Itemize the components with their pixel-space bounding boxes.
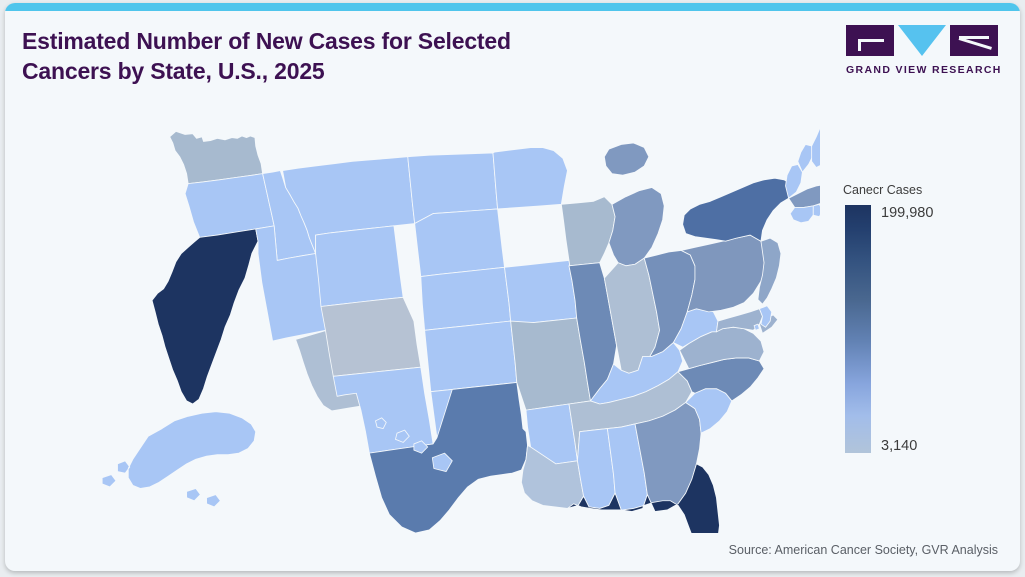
state-WY xyxy=(315,225,404,307)
state-CO xyxy=(320,296,422,377)
state-FL xyxy=(567,463,720,533)
legend-gradient-bar xyxy=(845,205,871,453)
chart-card: Estimated Number of New Cases for Select… xyxy=(5,3,1020,571)
state-RI xyxy=(812,203,820,218)
state-NH xyxy=(797,144,814,173)
page-title-line1: Estimated Number of New Cases for Select… xyxy=(22,28,511,54)
us-choropleth-map xyxy=(60,103,820,533)
state-CA xyxy=(151,228,259,405)
legend-min-label: 3,140 xyxy=(881,438,918,454)
state-HI xyxy=(375,417,453,472)
legend-max-label: 199,980 xyxy=(881,205,934,221)
state-NE xyxy=(420,266,512,331)
page-title-line2: Cancers by State, U.S., 2025 xyxy=(22,57,325,84)
logo-g-mark-icon xyxy=(846,25,894,56)
state-MI xyxy=(603,142,665,267)
state-MD xyxy=(716,308,763,333)
map-states xyxy=(101,126,820,533)
state-DC xyxy=(753,323,760,331)
state-SD xyxy=(414,208,505,277)
state-MO xyxy=(510,317,591,411)
state-DE xyxy=(759,305,773,328)
state-NV xyxy=(255,225,330,342)
logo-wordmark: GRAND VIEW RESEARCH xyxy=(846,64,1002,76)
logo-r-mark-icon xyxy=(950,25,998,56)
state-AK xyxy=(101,411,257,508)
state-NM xyxy=(332,366,434,454)
state-VT xyxy=(785,164,803,199)
state-ME xyxy=(811,126,820,168)
state-WA xyxy=(169,130,264,185)
map-legend: Canecr Cases 199,980 3,140 xyxy=(843,183,993,463)
page-title: Estimated Number of New Cases for Select… xyxy=(22,27,722,87)
state-IA xyxy=(504,259,578,326)
state-KS xyxy=(424,320,518,393)
state-MN xyxy=(492,147,568,210)
brand-logo: GRAND VIEW RESEARCH xyxy=(846,25,1002,77)
logo-v-triangle-icon xyxy=(898,25,946,56)
accent-top-bar xyxy=(5,3,1020,11)
legend-title: Canecr Cases xyxy=(843,183,923,197)
state-NJ xyxy=(757,237,782,305)
source-note: Source: American Cancer Society, GVR Ana… xyxy=(728,543,998,557)
state-NY xyxy=(682,177,796,242)
state-CT xyxy=(789,205,814,224)
logo-marks xyxy=(846,25,998,58)
state-WI xyxy=(560,196,616,282)
